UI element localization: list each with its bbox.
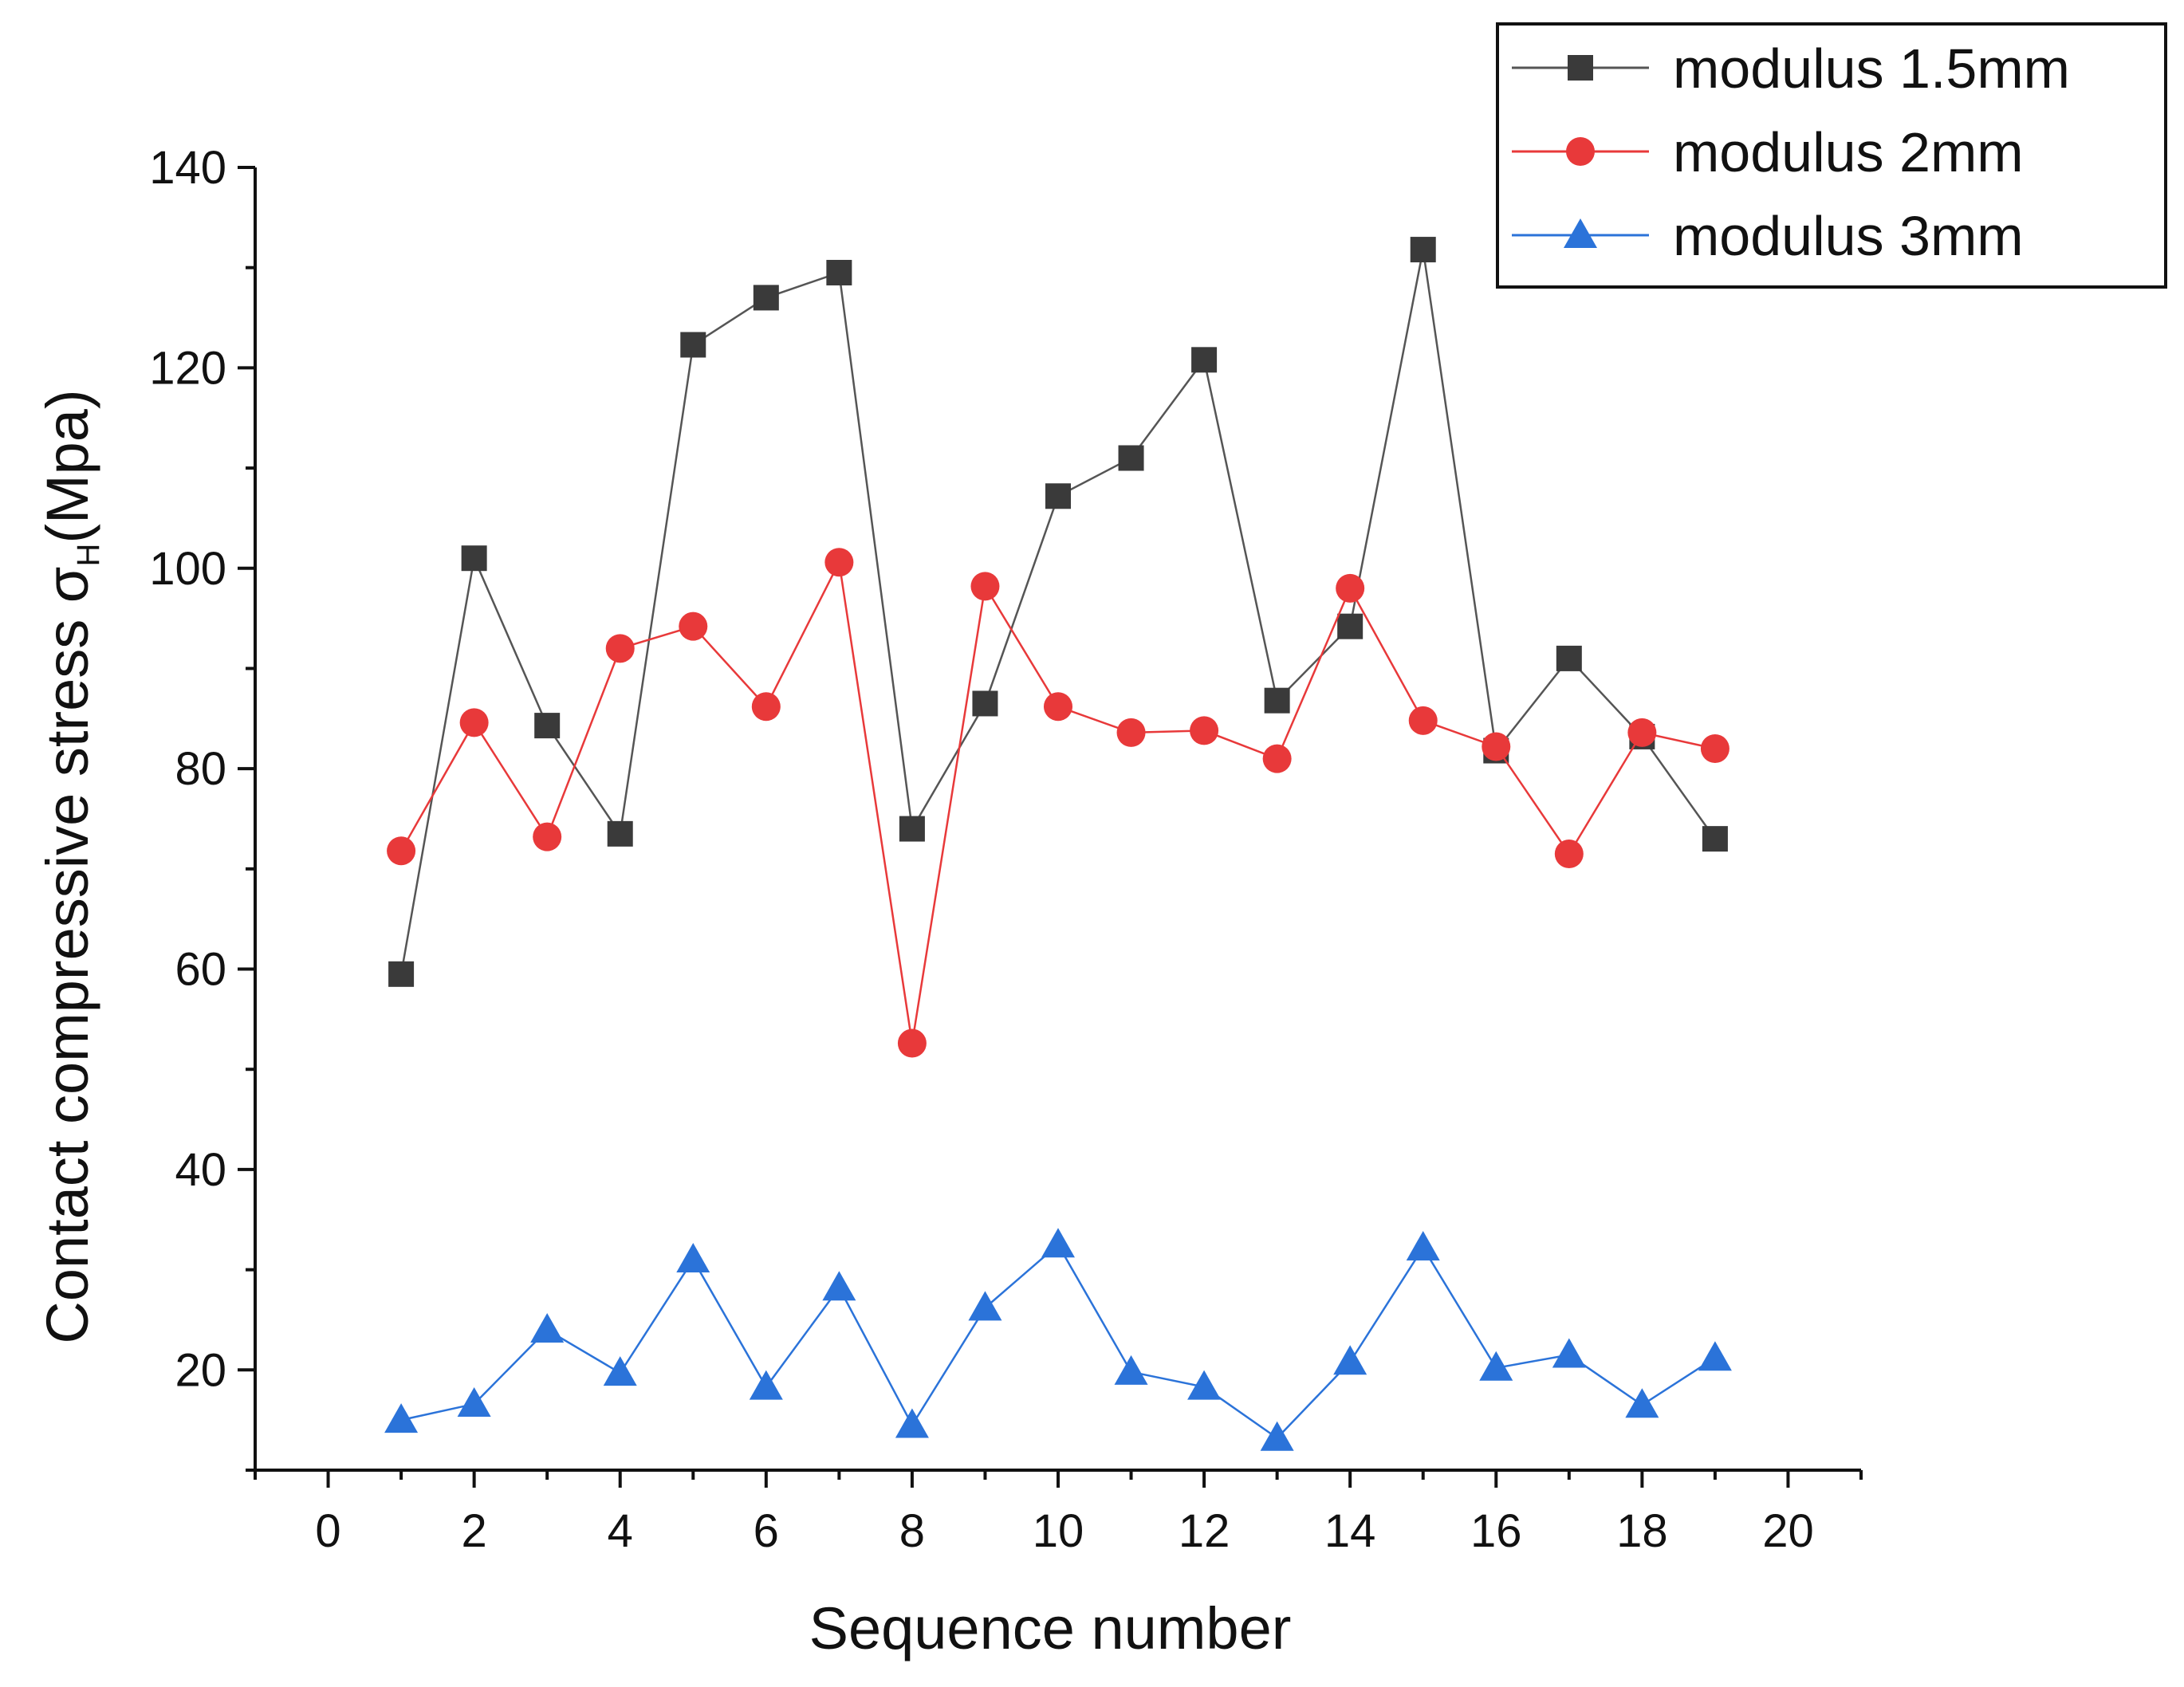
data-point xyxy=(1482,732,1511,761)
data-point xyxy=(1479,1351,1513,1381)
data-point xyxy=(1406,1230,1440,1260)
data-point xyxy=(1041,1228,1075,1258)
x-tick-label: 12 xyxy=(1179,1505,1230,1557)
legend: modulus 1.5mm modulus 2mm modulus 3mm xyxy=(1496,22,2167,289)
data-point xyxy=(680,332,706,358)
y-tick-label: 20 xyxy=(175,1344,226,1396)
y-tick-label: 120 xyxy=(149,342,226,394)
data-point xyxy=(1187,1370,1222,1400)
data-point xyxy=(1114,1355,1148,1385)
data-point xyxy=(603,1356,637,1386)
data-point xyxy=(605,634,635,663)
y-axis-title-main: Contact compressive stress σ xyxy=(34,567,100,1344)
y-tick-label: 100 xyxy=(149,543,226,595)
plot-frame xyxy=(254,167,1861,1472)
y-axis-ticks: 20 40 60 80 100 120 140 xyxy=(149,142,255,1472)
data-point xyxy=(1554,839,1584,868)
data-point xyxy=(1116,718,1146,747)
data-point xyxy=(676,1243,710,1273)
data-point xyxy=(1702,826,1728,852)
data-point xyxy=(826,259,852,285)
series-line xyxy=(399,249,1716,975)
legend-marker xyxy=(1566,137,1595,166)
data-point xyxy=(895,1408,929,1438)
data-point xyxy=(1552,1338,1586,1368)
legend-item: modulus 3mm xyxy=(1512,205,2024,267)
x-tick-label: 0 xyxy=(315,1505,340,1557)
legend-label: modulus 1.5mm xyxy=(1673,37,2070,100)
data-point xyxy=(387,836,416,866)
data-point xyxy=(533,822,562,851)
data-point xyxy=(1627,718,1657,747)
data-point xyxy=(822,1271,856,1301)
x-tick-label: 14 xyxy=(1324,1505,1376,1557)
data-point xyxy=(1410,237,1436,263)
y-tick-label: 140 xyxy=(149,142,226,194)
series-3 xyxy=(384,1228,1732,1451)
data-point xyxy=(388,961,415,987)
data-point xyxy=(1333,1345,1367,1375)
legend-item: modulus 1.5mm xyxy=(1512,37,2070,100)
data-point xyxy=(679,611,708,641)
data-point xyxy=(749,1370,783,1400)
series-layer xyxy=(384,237,1732,1451)
x-tick-label: 2 xyxy=(462,1505,487,1557)
data-point xyxy=(1337,613,1364,639)
x-axis-title: Sequence number xyxy=(809,1595,1292,1661)
series-line xyxy=(400,1243,1716,1440)
data-point xyxy=(824,548,854,577)
x-tick-label: 10 xyxy=(1033,1505,1084,1557)
legend-label: modulus 3mm xyxy=(1673,205,2024,267)
x-tick-label: 18 xyxy=(1616,1505,1668,1557)
data-point xyxy=(1190,716,1219,745)
data-point xyxy=(607,820,633,847)
data-point xyxy=(968,1291,1002,1321)
y-tick-label: 60 xyxy=(175,944,226,996)
data-point xyxy=(1260,1421,1294,1451)
data-point xyxy=(457,1387,491,1418)
x-tick-label: 20 xyxy=(1762,1505,1814,1557)
x-axis-ticks: 0 2 4 6 8 10 12 14 16 18 20 xyxy=(254,1470,1863,1557)
data-point xyxy=(1700,734,1729,764)
data-point xyxy=(1191,347,1218,373)
data-point xyxy=(1118,445,1144,471)
y-tick-label: 40 xyxy=(175,1144,226,1196)
data-point xyxy=(459,708,489,737)
data-point xyxy=(461,545,487,572)
data-point xyxy=(1625,1388,1659,1418)
data-point xyxy=(1336,573,1365,603)
legend-marker xyxy=(1568,55,1593,81)
series-2 xyxy=(387,548,1729,1058)
data-point xyxy=(1044,692,1072,722)
data-point xyxy=(1264,687,1290,714)
data-point xyxy=(534,713,561,739)
data-point xyxy=(751,692,781,722)
data-point xyxy=(897,1028,927,1058)
x-tick-label: 8 xyxy=(899,1505,925,1557)
legend-marker xyxy=(1564,218,1597,248)
y-axis-title: Contact compressive stress σH(Mpa) xyxy=(34,389,106,1343)
y-tick-label: 80 xyxy=(175,743,226,795)
y-axis-title-subscript: H xyxy=(71,544,106,567)
x-tick-label: 16 xyxy=(1470,1505,1522,1557)
series-1 xyxy=(388,237,1728,987)
data-point xyxy=(1262,744,1292,773)
data-point xyxy=(970,572,1000,601)
data-point xyxy=(899,816,925,842)
legend-item: modulus 2mm xyxy=(1512,121,2024,183)
data-point xyxy=(1408,706,1438,735)
x-tick-label: 6 xyxy=(754,1505,779,1557)
data-point xyxy=(753,285,779,311)
data-point xyxy=(1556,645,1582,671)
data-point xyxy=(972,690,998,717)
y-axis-title-unit: (Mpa) xyxy=(34,389,100,543)
data-point xyxy=(1045,483,1071,509)
x-tick-label: 4 xyxy=(608,1505,633,1557)
legend-label: modulus 2mm xyxy=(1673,121,2024,183)
data-point xyxy=(1698,1341,1732,1371)
data-point xyxy=(530,1313,565,1343)
data-point xyxy=(384,1403,419,1433)
